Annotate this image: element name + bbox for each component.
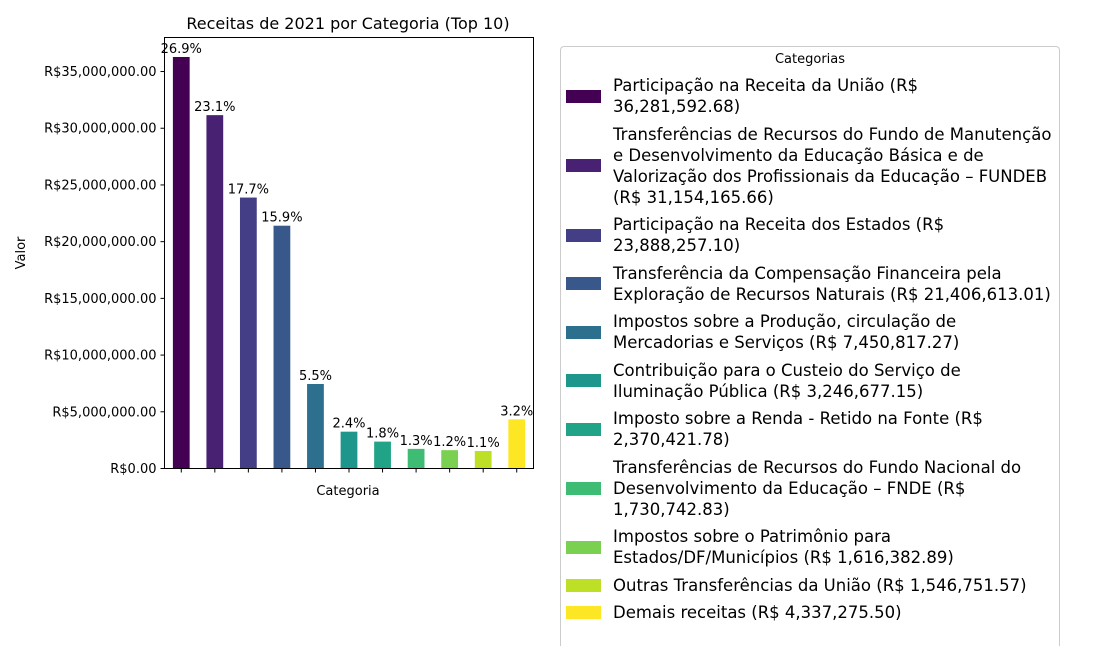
legend-swatch (566, 325, 601, 339)
bar-percent-label: 1.3% (400, 434, 433, 449)
y-tick-label: R$35,000,000.00 (44, 65, 156, 80)
bar (172, 56, 190, 469)
bar (206, 115, 224, 469)
legend-swatch (566, 374, 601, 387)
chart-title: Receitas de 2021 por Categoria (Top 10) (186, 14, 509, 33)
legend-label: Transferências de Recursos do Fundo de M… (613, 124, 1052, 207)
legend-swatch (566, 89, 601, 103)
legend-label: Transferência da Compensação Financeira … (613, 263, 1051, 304)
legend-swatch (566, 540, 601, 554)
legend-item: Transferências de Recursos do Fundo de M… (566, 124, 1056, 208)
y-axis: R$0.00 R$5,000,000.00 R$10,000,000.00 R$15,… (44, 65, 165, 477)
bar (407, 448, 425, 469)
y-axis-label: Valor (14, 236, 29, 269)
bar-percent-label: 2.4% (332, 417, 365, 432)
legend: Categorias Participação na Receita da Un… (560, 46, 1060, 646)
legend-swatch (566, 578, 601, 592)
bar-percent-label: 1.8% (366, 427, 399, 442)
legend-item: Participação na Receita dos Estados (R$ 2… (566, 214, 1056, 256)
legend-swatch (566, 422, 601, 436)
legend-label: Imposto sobre a Renda - Retido na Fonte … (613, 409, 983, 449)
legend-label: Participação na Receita da União (R$ 36,2… (613, 76, 919, 116)
legend-label: Impostos sobre a Produção, circulação de… (613, 312, 960, 352)
legend-item: Impostos sobre o Patrimônio para Estados/… (566, 526, 1056, 568)
legend-label: Contribuição para o Custeio do Serviço d… (613, 360, 961, 401)
legend-label: Transferências de Recursos do Fundo Naci… (613, 457, 1022, 519)
bar-percent-label: 5.5% (299, 369, 332, 384)
y-tick-label: R$5,000,000.00 (52, 405, 156, 420)
bar (508, 419, 526, 469)
y-tick-label: R$0.00 (110, 462, 156, 477)
bar (340, 431, 358, 469)
legend-swatch (566, 606, 601, 619)
bar (273, 225, 291, 469)
bar-percent-label: 1.2% (433, 435, 466, 450)
plot-frame (164, 37, 534, 469)
bars-group: 26.9% 23.1% 17.7% 15.9% 5.5% 2.4%1.8% 1.3% 1.2%… (161, 42, 533, 469)
bar-percent-label: 3.2% (500, 404, 533, 419)
y-tick-label: R$10,000,000.00 (44, 349, 156, 364)
y-tick-label: R$20,000,000.00 (44, 235, 156, 250)
legend-item: Demais receitas (R$ 4,337,275.50) (566, 602, 1056, 623)
legend-item: Impostos sobre a Produção, circulação de… (566, 311, 1056, 353)
x-axis (180, 468, 518, 473)
legend-swatch (566, 228, 601, 242)
legend-label: Impostos sobre o Patrimônio para Estados/… (613, 527, 954, 567)
x-axis-label: Categoria (316, 484, 379, 499)
legend-swatch (566, 277, 601, 290)
legend-label: Participação na Receita dos Estados (R$ 2… (613, 215, 945, 255)
bar (239, 197, 257, 469)
bar (374, 441, 391, 469)
legend-item: Transferência da Compensação Financeira … (566, 263, 1056, 305)
bar (441, 450, 459, 469)
bar-percent-label: 17.7% (228, 183, 269, 198)
legend-swatch (566, 481, 601, 495)
y-tick-label: R$30,000,000.00 (44, 122, 156, 137)
bar (474, 450, 492, 469)
legend-label: Demais receitas (R$ 4,337,275.50) (613, 603, 902, 622)
legend-item: Transferências de Recursos do Fundo Naci… (566, 457, 1056, 520)
y-tick-label: R$25,000,000.00 (44, 178, 156, 193)
y-tick-label: R$15,000,000.00 (44, 292, 156, 307)
bar-percent-label: 1.1% (467, 436, 500, 451)
legend-item: Outras Transferências da União (R$ 1,546… (566, 575, 1056, 596)
legend-item: Contribuição para o Custeio do Serviço d… (566, 360, 1056, 402)
bar (307, 383, 324, 469)
legend-swatch (566, 159, 601, 172)
bar-percent-label: 26.9% (161, 42, 202, 57)
bar-chart: Receitas de 2021 por Categoria (Top 10) … (14, 14, 534, 499)
legend-title: Categorias (774, 52, 846, 67)
bar-percent-label: 23.1% (194, 100, 235, 115)
legend-item: Imposto sobre a Renda - Retido na Fonte … (566, 408, 1056, 450)
bar-percent-label: 15.9% (261, 211, 302, 226)
legend-label: Outras Transferências da União (R$ 1,546… (613, 575, 1027, 595)
legend-item: Participação na Receita da União (R$ 36,2… (566, 75, 1056, 117)
